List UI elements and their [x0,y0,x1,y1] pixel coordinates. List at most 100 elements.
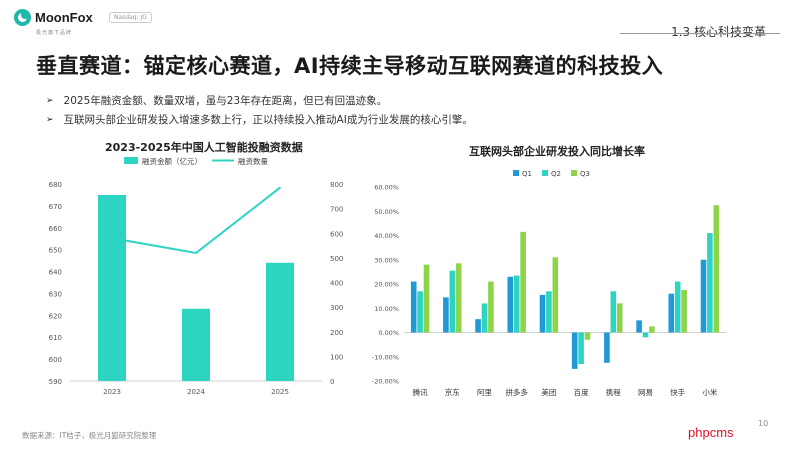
bar-q3 [584,332,591,340]
y-left-tick-label: 620 [49,312,62,320]
bar-q2 [417,291,423,333]
bar-q2 [546,291,552,333]
legend-bar-label: 融资金额（亿元） [142,156,202,166]
bar-q1 [636,320,642,333]
brand-subtitle: 极光旗下品牌 [36,30,73,36]
stock-badge: Nasdaq: JG [109,12,152,23]
line-point [279,186,281,189]
bar-q2 [610,291,617,333]
y-right-tick-label: 500 [330,255,343,263]
bar-q2 [642,332,649,338]
bar-q1 [668,293,675,333]
section-title: 1.3 核心科技变革 [671,25,766,39]
section-divider [620,33,780,34]
y-right-tick-label: 700 [330,206,343,214]
bar-q3 [455,263,462,333]
bar-q2 [481,303,488,333]
bar-funding-amount [266,262,294,381]
y-tick-label: 50.00% [374,208,399,216]
x-category-label: 阿里 [477,388,492,397]
x-category-label: 京东 [445,387,460,397]
bar-q3 [713,205,720,333]
rd-growth-chart-title: 互联网头部企业研发投入同比增长率 [469,145,645,158]
y-left-tick-label: 660 [49,225,62,233]
y-left-tick-label: 650 [49,247,62,255]
y-right-tick-label: 300 [330,304,343,312]
legend-label: Q1 [522,170,532,178]
x-category-label: 美团 [541,387,556,397]
y-right-tick-label: 0 [330,378,334,386]
bar-q1 [604,332,610,363]
bar-funding-amount [182,308,210,381]
moonfox-logo: MoonFox [14,9,93,26]
bar-q1 [539,294,546,333]
page-headline: 垂直赛道：锚定核心赛道，AI持续主导移动互联网赛道的科技投入 [36,54,664,78]
bar-q3 [552,257,559,333]
line-point [195,252,197,254]
legend-swatch-q2 [542,170,548,176]
x-category-label: 2024 [187,388,205,396]
y-right-tick-label: 600 [330,230,343,238]
y-left-tick-label: 680 [49,181,62,189]
bar-q1 [410,281,417,333]
y-tick-label: 60.00% [374,184,399,192]
y-right-tick-label: 200 [330,329,343,337]
x-category-label: 百度 [574,387,589,397]
bar-q1 [700,259,707,333]
bar-q3 [520,231,526,333]
investment-chart-title: 2023-2025年中国人工智能投融资数据 [105,141,303,154]
legend-bar-swatch [124,157,138,164]
bar-funding-amount [98,194,126,381]
bullet-list: ➢ 2025年融资金额、数量双增，虽与23年存在距离，但已有回温迹象。 ➢ 互联… [46,91,473,129]
bar-q3 [649,326,655,333]
legend-line-label: 融资数量 [238,156,268,166]
x-category-label: 小米 [702,387,717,397]
bar-q3 [681,290,687,333]
x-category-label: 2023 [103,388,121,396]
watermark-text: phpcms [688,425,734,440]
y-tick-label: 0.00% [378,329,399,337]
x-category-label: 2025 [271,388,289,396]
bar-q2 [707,233,713,333]
arrow-bullet-icon: ➢ [46,95,54,106]
x-category-label: 拼多多 [505,387,528,397]
x-category-label: 快手 [670,387,685,397]
legend-swatch-q1 [513,170,519,176]
y-right-tick-label: 400 [330,280,343,288]
bullet-text: 互联网头部企业研发投入增速多数上行，正以持续投入推动AI成为行业发展的核心引擎。 [63,114,473,126]
brand-name: MoonFox [35,10,93,25]
y-tick-label: 30.00% [374,256,399,264]
moonfox-logo-icon [14,9,31,26]
y-tick-label: -20.00% [372,378,399,386]
y-left-tick-label: 670 [49,203,62,211]
bar-q2 [674,281,681,333]
y-left-tick-label: 590 [49,378,62,386]
line-point [111,237,113,239]
legend-label: Q3 [580,170,590,178]
bar-q1 [507,276,514,333]
legend-swatch-q3 [571,170,577,176]
data-source-note: 数据来源：IT桔子，极光月狐研究院整理 [22,431,157,440]
y-tick-label: 10.00% [374,305,399,313]
bullet-item: ➢ 互联网头部企业研发投入增速多数上行，正以持续投入推动AI成为行业发展的核心引… [46,110,473,129]
y-tick-label: 40.00% [374,232,399,240]
bullet-item: ➢ 2025年融资金额、数量双增，虽与23年存在距离，但已有回温迹象。 [46,91,473,110]
bar-q2 [513,275,520,333]
y-left-tick-label: 610 [49,334,62,342]
arrow-bullet-icon: ➢ [46,114,54,125]
y-left-tick-label: 640 [49,269,62,277]
y-right-tick-label: 800 [330,181,343,189]
page-number: 10 [758,419,769,428]
y-tick-label: 20.00% [374,281,399,289]
bar-q2 [449,270,456,333]
y-tick-label: -10.00% [372,353,399,361]
x-category-label: 网易 [638,388,653,397]
y-right-tick-label: 100 [330,353,343,361]
bar-q1 [475,319,481,333]
y-left-tick-label: 600 [49,356,62,364]
bar-q1 [443,297,449,333]
bullet-text: 2025年融资金额、数量双增，虽与23年存在距离，但已有回温迹象。 [63,95,388,107]
x-category-label: 腾讯 [413,387,428,397]
